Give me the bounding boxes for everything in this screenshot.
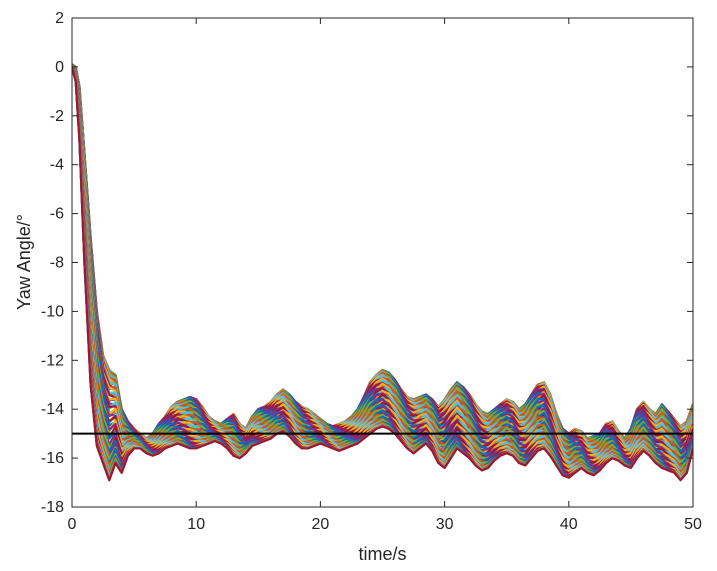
x-axis-label: time/s: [358, 544, 406, 564]
y-tick-label: -2: [50, 108, 64, 125]
y-tick-label: -6: [50, 206, 64, 223]
y-tick-label: 2: [55, 10, 64, 27]
y-tick-label: -10: [41, 303, 64, 320]
y-tick-label: 0: [55, 59, 64, 76]
trajectory-line: [72, 66, 693, 482]
y-tick-label: -18: [41, 499, 64, 516]
x-tick-label: 0: [68, 516, 77, 533]
y-tick-label: -14: [41, 401, 64, 418]
x-tick-label: 50: [684, 516, 702, 533]
y-tick-label: -16: [41, 450, 64, 467]
y-tick-label: -12: [41, 352, 64, 369]
y-tick-label: -4: [50, 157, 64, 174]
x-tick-label: 40: [560, 516, 578, 533]
y-axis-label: Yaw Angle/°: [14, 214, 34, 310]
x-tick-label: 20: [312, 516, 330, 533]
trajectory-bands: [72, 63, 693, 482]
y-tick-label: -8: [50, 255, 64, 272]
x-tick-label: 10: [187, 516, 205, 533]
x-tick-label: 30: [436, 516, 454, 533]
